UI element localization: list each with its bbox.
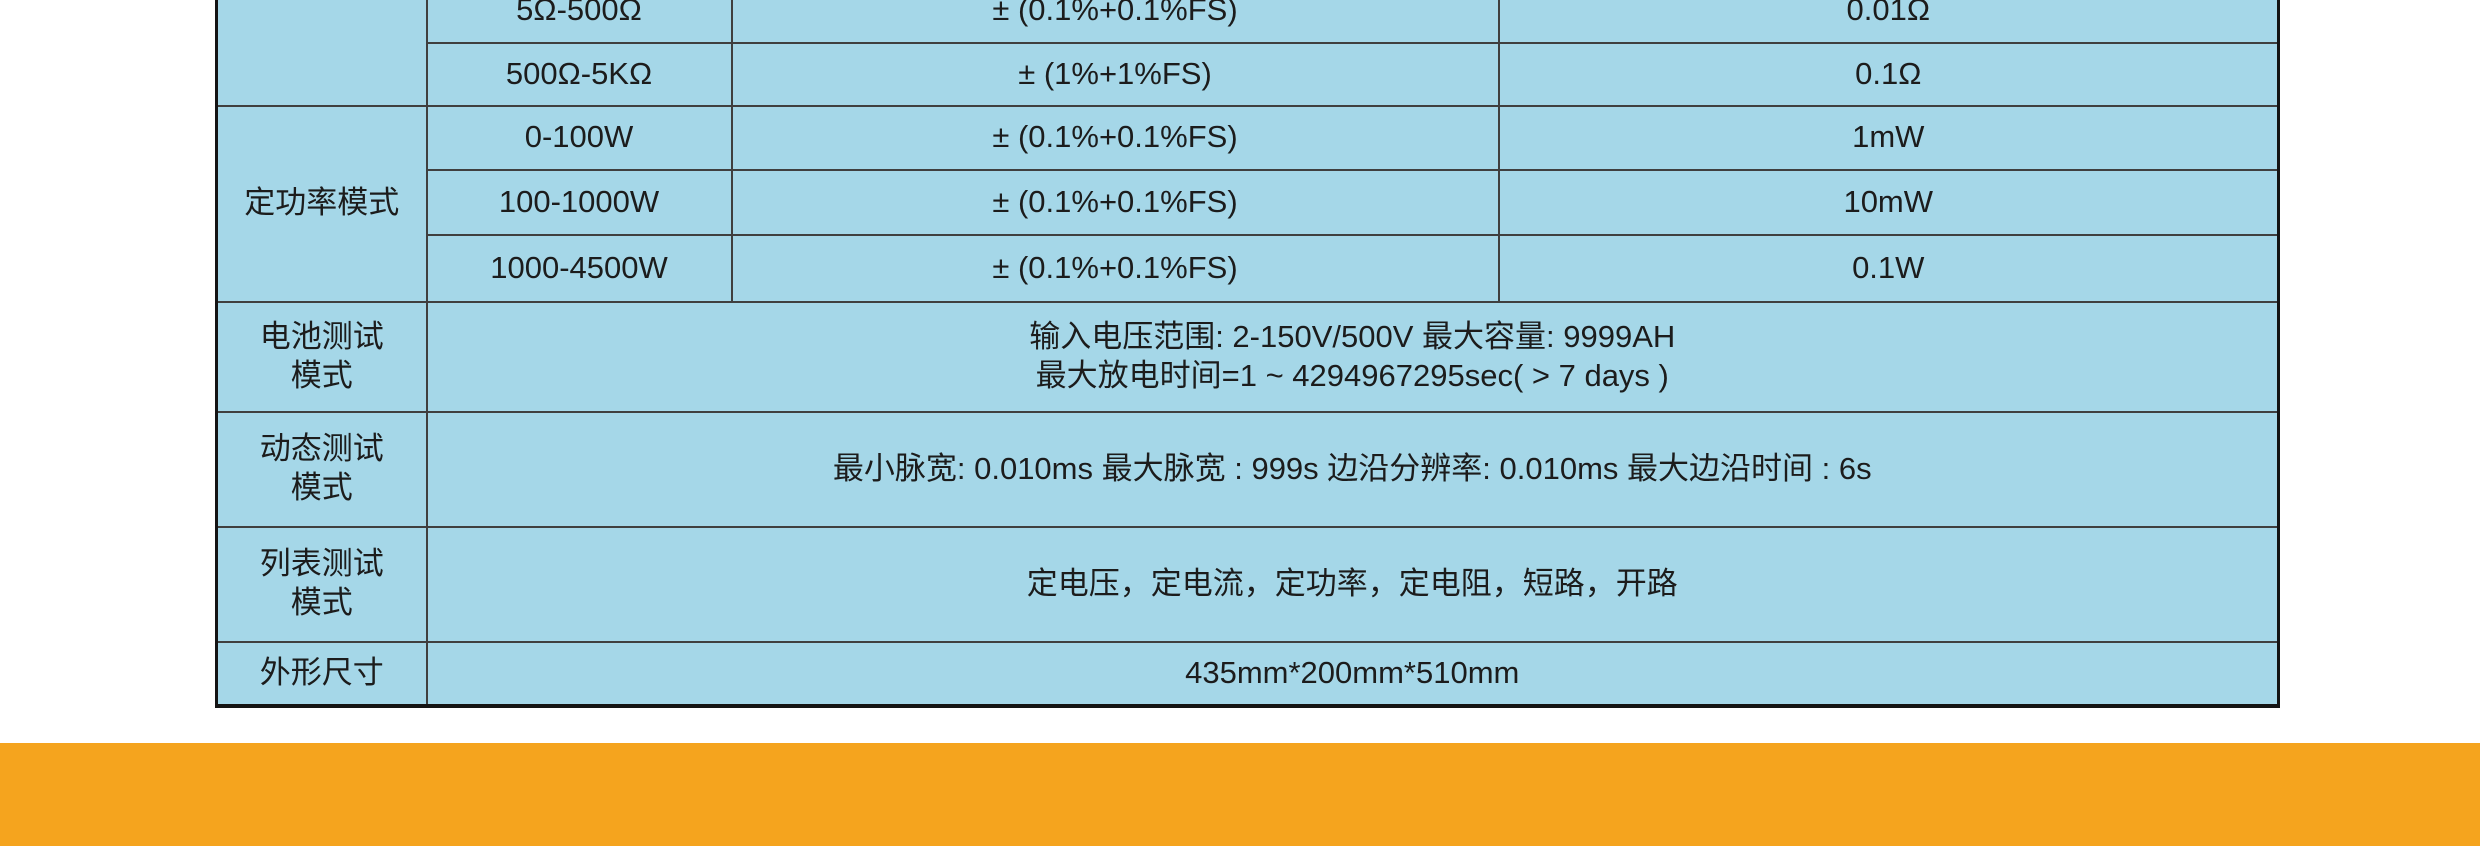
range-cell: 500Ω-5KΩ xyxy=(425,41,733,107)
dimensions-label-cell: 外形尺寸 xyxy=(215,640,428,707)
range-cell: 5Ω-500Ω xyxy=(425,0,733,44)
list-mode-label-line2: 模式 xyxy=(290,585,353,620)
table-row: 1000-4500W ± (0.1%+0.1%FS) 0.1W xyxy=(217,233,2280,303)
table-row: 外形尺寸 435mm*200mm*510mm xyxy=(215,640,2280,707)
table-row: 动态测试 模式 最小脉宽: 0.010ms 最大脉宽 : 999s 边沿分辨率:… xyxy=(215,410,2280,528)
dimensions-content-cell: 435mm*200mm*510mm xyxy=(425,640,2280,707)
dynamic-mode-label-cell: 动态测试 模式 xyxy=(215,410,428,528)
range-cell: 1000-4500W xyxy=(425,233,733,303)
accuracy-cell: ± (0.1%+0.1%FS) xyxy=(730,104,1500,171)
table-row: 500Ω-5KΩ ± (1%+1%FS) 0.1Ω xyxy=(217,41,2280,107)
resolution-cell: 0.1Ω xyxy=(1497,41,2280,107)
range-cell: 100-1000W xyxy=(425,168,733,236)
spec-table: 5Ω-500Ω ± (0.1%+0.1%FS) 0.01Ω 500Ω-5KΩ ±… xyxy=(215,0,2280,708)
battery-mode-content-cell: 输入电压范围: 2-150V/500V 最大容量: 9999AH 最大放电时间=… xyxy=(425,300,2280,413)
range-cell: 0-100W xyxy=(425,104,733,171)
battery-mode-content-line2: 最大放电时间=1 ~ 4294967295sec( > 7 days ) xyxy=(1035,357,1669,393)
dynamic-mode-label-line2: 模式 xyxy=(290,470,353,505)
spec-table-wrap: 5Ω-500Ω ± (0.1%+0.1%FS) 0.01Ω 500Ω-5KΩ ±… xyxy=(215,0,2280,708)
list-mode-label-cell: 列表测试 模式 xyxy=(215,525,428,643)
resolution-cell: 1mW xyxy=(1497,104,2280,171)
table-row: 5Ω-500Ω ± (0.1%+0.1%FS) 0.01Ω xyxy=(215,0,2280,107)
battery-mode-content-line1: 输入电压范围: 2-150V/500V 最大容量: 9999AH xyxy=(1029,318,1676,354)
accuracy-cell: ± (0.1%+0.1%FS) xyxy=(730,233,1500,303)
resistance-mode-label-cell xyxy=(215,0,428,107)
table-row: 列表测试 模式 定电压，定电流，定功率，定电阻，短路，开路 xyxy=(215,525,2280,643)
list-mode-label-line1: 列表测试 xyxy=(259,546,384,582)
battery-mode-label-line1: 电池测试 xyxy=(259,318,384,354)
battery-mode-label-line2: 模式 xyxy=(290,357,353,393)
accuracy-cell: ± (1%+1%FS) xyxy=(730,41,1500,107)
table-row: 电池测试 模式 输入电压范围: 2-150V/500V 最大容量: 9999AH… xyxy=(215,300,2280,413)
resolution-cell: 10mW xyxy=(1497,168,2280,236)
accent-bar xyxy=(0,743,2480,846)
table-row: 100-1000W ± (0.1%+0.1%FS) 10mW xyxy=(217,168,2280,236)
battery-mode-label-cell: 电池测试 模式 xyxy=(215,300,428,413)
table-row: 定功率模式 0-100W ± (0.1%+0.1%FS) 1mW xyxy=(215,104,2280,303)
resolution-cell: 0.01Ω xyxy=(1497,0,2280,44)
list-mode-content-cell: 定电压，定电流，定功率，定电阻，短路，开路 xyxy=(425,525,2280,643)
dynamic-mode-label-line1: 动态测试 xyxy=(259,431,384,467)
dynamic-mode-content-cell: 最小脉宽: 0.010ms 最大脉宽 : 999s 边沿分辨率: 0.010ms… xyxy=(425,410,2280,528)
power-mode-label-cell: 定功率模式 xyxy=(215,104,428,303)
resolution-cell: 0.1W xyxy=(1497,233,2280,303)
accuracy-cell: ± (0.1%+0.1%FS) xyxy=(730,0,1500,44)
accuracy-cell: ± (0.1%+0.1%FS) xyxy=(730,168,1500,236)
